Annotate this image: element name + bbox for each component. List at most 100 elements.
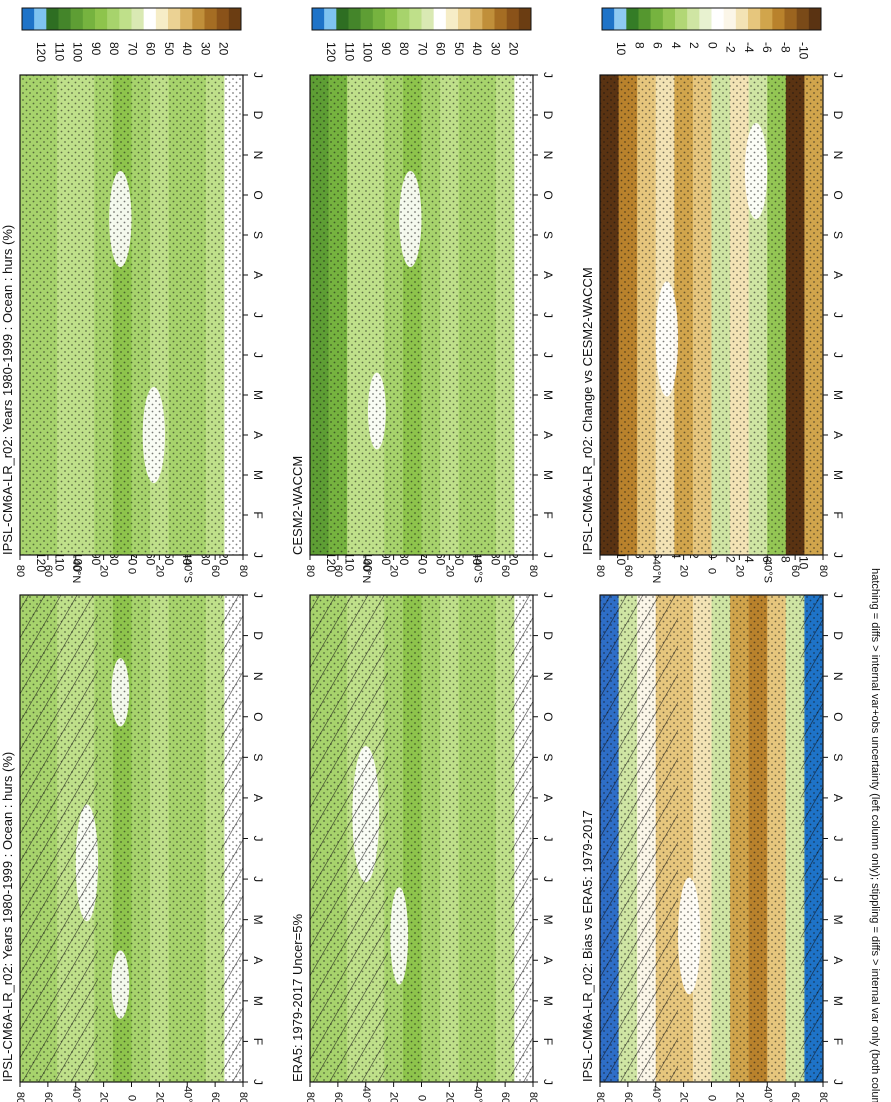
lat-label: 20 [733, 565, 745, 577]
colorbar-tick: 20 [507, 42, 521, 56]
month-label: M [541, 470, 555, 480]
month-label: J [541, 552, 555, 558]
month-label: O [831, 712, 845, 721]
colorbar-tick: 30 [488, 42, 502, 56]
lat-label: 40°N [650, 1086, 662, 1102]
colorbar-tick: 90 [89, 42, 103, 56]
month-label: J [251, 552, 265, 558]
month-label: J [541, 352, 555, 358]
month-label: A [541, 956, 555, 964]
month-label: N [541, 151, 555, 160]
month-label: M [831, 390, 845, 400]
month-label: N [831, 151, 845, 160]
colorbar-tick: 60 [434, 42, 448, 56]
month-label: O [541, 190, 555, 199]
colorbar-tick: -10 [797, 552, 811, 570]
colorbar-tick: 30 [198, 42, 212, 56]
lat-label: 60 [209, 1092, 221, 1102]
lat-label: 20 [388, 1092, 400, 1102]
month-label: A [251, 956, 265, 964]
lat-label: 60 [332, 565, 344, 577]
month-label: O [541, 712, 555, 721]
month-label: M [251, 390, 265, 400]
month-label: J [251, 876, 265, 882]
colorbar-tick: 100 [361, 552, 375, 572]
colorbar-swatch [723, 8, 737, 30]
colorbar-tick: -4 [742, 42, 756, 53]
colorbar-tick: 10 [614, 42, 628, 56]
month-label: A [251, 271, 265, 279]
month-label: J [251, 312, 265, 318]
month-label: J [831, 352, 845, 358]
month-label: J [831, 876, 845, 882]
colorbar-swatch [360, 8, 374, 30]
colorbar-tick: 4 [669, 42, 683, 49]
lat-label: 40°N [70, 559, 82, 584]
lat-label: 20 [153, 565, 165, 577]
lat-label: 40°S [761, 1086, 773, 1102]
month-label: J [541, 1079, 555, 1085]
month-label: A [831, 794, 845, 802]
month-label: A [541, 794, 555, 802]
colorbar-swatch [385, 8, 398, 30]
colorbar-tick: 120 [34, 42, 48, 62]
colorbar-swatch [107, 8, 120, 30]
month-label: S [541, 231, 555, 239]
colorbar-swatch [602, 8, 615, 30]
lat-label: 60 [622, 1092, 634, 1102]
colorbar-swatch [409, 8, 422, 30]
lat-label: 60 [789, 565, 801, 577]
colorbar-tick: 40 [470, 42, 484, 56]
month-label: J [251, 352, 265, 358]
colorbar-swatch [143, 8, 157, 30]
colorbar-swatch [433, 8, 447, 30]
lat-label: 40°N [360, 1086, 372, 1102]
colorbar-frame [601, 7, 822, 31]
lat-label: 80 [237, 565, 249, 577]
colorbar-swatch [82, 8, 96, 30]
hatching [800, 595, 823, 1082]
colorbar-swatch [46, 8, 59, 30]
colorbar-frame [21, 7, 242, 31]
panel-title: IPSL-CM6A-LR_r02: Bias vs ERA5: 1979-201… [580, 810, 595, 1082]
colorbar-swatch [735, 8, 749, 30]
colorbar-swatch [155, 8, 169, 30]
colorbar-swatch [494, 8, 507, 30]
colorbar-swatch [482, 8, 495, 30]
colorbar-swatch [336, 8, 349, 30]
month-label: F [251, 511, 265, 518]
lat-label: 40°S [471, 1086, 483, 1102]
lat-label: 80 [14, 1092, 26, 1102]
colorbar-swatch [228, 8, 242, 30]
month-label: D [541, 111, 555, 120]
lat-label: 20 [678, 565, 690, 577]
colorbar-swatch [204, 8, 217, 30]
month-label: S [831, 753, 845, 761]
colorbar-swatch [192, 8, 205, 30]
lat-label: 80 [817, 1092, 829, 1102]
month-label: M [251, 915, 265, 925]
lat-label: 20 [733, 1092, 745, 1102]
colorbar-tick: 90 [379, 42, 393, 56]
colorbar-swatch [470, 8, 483, 30]
month-label: J [251, 72, 265, 78]
colorbar-tick: 110 [52, 42, 66, 61]
colorbar-swatch [397, 8, 410, 30]
month-label: N [541, 672, 555, 681]
colorbar-swatch [131, 8, 144, 30]
colorbar-swatch [518, 8, 532, 30]
lat-label: 80 [527, 1092, 539, 1102]
month-label: A [541, 431, 555, 439]
colorbar-swatch [772, 8, 785, 30]
colorbar-tick: 100 [71, 42, 85, 62]
month-label: F [831, 511, 845, 518]
month-label: J [251, 1079, 265, 1085]
month-label: M [831, 915, 845, 925]
lat-label: 80 [304, 1092, 316, 1102]
colorbar-swatch [119, 8, 132, 30]
colorbar-swatch [458, 8, 471, 30]
colorbar-tick: -6 [760, 42, 774, 53]
month-label: D [251, 111, 265, 120]
colorbar-swatch [58, 8, 71, 30]
